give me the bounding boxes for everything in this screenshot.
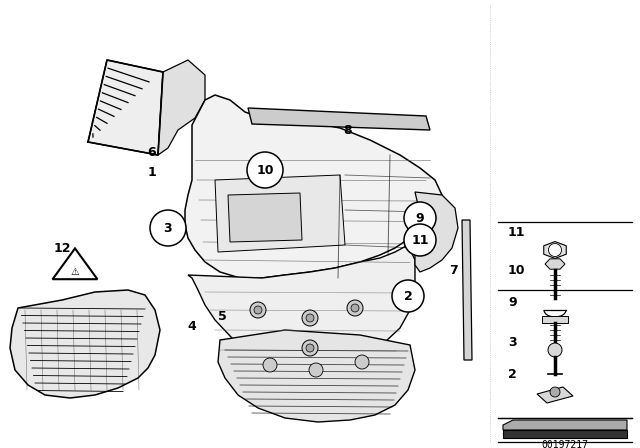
- Polygon shape: [503, 430, 627, 438]
- Polygon shape: [537, 387, 573, 403]
- Polygon shape: [88, 60, 163, 155]
- Circle shape: [550, 387, 560, 397]
- Polygon shape: [185, 95, 442, 278]
- Text: 4: 4: [188, 319, 196, 332]
- Circle shape: [404, 224, 436, 256]
- Polygon shape: [228, 193, 302, 242]
- Polygon shape: [215, 175, 345, 252]
- Bar: [542, 316, 568, 323]
- Circle shape: [302, 310, 318, 326]
- Circle shape: [347, 300, 363, 316]
- Text: 10: 10: [508, 263, 525, 276]
- Polygon shape: [462, 220, 472, 360]
- Polygon shape: [52, 248, 97, 279]
- Text: 3: 3: [164, 221, 172, 234]
- Circle shape: [355, 355, 369, 369]
- Circle shape: [351, 304, 359, 312]
- Circle shape: [254, 306, 262, 314]
- Text: 7: 7: [450, 263, 458, 276]
- Polygon shape: [503, 420, 627, 430]
- Text: 11: 11: [412, 233, 429, 246]
- Text: 6: 6: [148, 146, 156, 159]
- Text: 10: 10: [256, 164, 274, 177]
- Polygon shape: [545, 259, 565, 269]
- Circle shape: [392, 280, 424, 312]
- Circle shape: [306, 314, 314, 322]
- Circle shape: [302, 340, 318, 356]
- Text: 11: 11: [508, 227, 525, 240]
- Polygon shape: [188, 245, 415, 360]
- Text: 12: 12: [53, 241, 71, 254]
- Circle shape: [548, 343, 562, 357]
- Text: ⚠: ⚠: [70, 267, 79, 277]
- Polygon shape: [544, 241, 566, 258]
- Text: 1: 1: [148, 165, 156, 178]
- Circle shape: [263, 358, 277, 372]
- Text: 8: 8: [344, 124, 352, 137]
- Text: 00197217: 00197217: [541, 440, 589, 448]
- Polygon shape: [218, 330, 415, 422]
- Polygon shape: [415, 192, 458, 272]
- Text: 9: 9: [508, 297, 516, 310]
- Circle shape: [309, 363, 323, 377]
- Circle shape: [404, 202, 436, 234]
- Text: 2: 2: [404, 289, 412, 302]
- Circle shape: [150, 210, 186, 246]
- Circle shape: [548, 244, 561, 257]
- Circle shape: [306, 344, 314, 352]
- Polygon shape: [248, 108, 430, 130]
- Text: 2: 2: [508, 369, 516, 382]
- Text: 9: 9: [416, 211, 424, 224]
- Text: 5: 5: [218, 310, 227, 323]
- Polygon shape: [158, 60, 205, 155]
- Polygon shape: [10, 290, 160, 398]
- Circle shape: [247, 152, 283, 188]
- Circle shape: [250, 302, 266, 318]
- Text: 3: 3: [508, 336, 516, 349]
